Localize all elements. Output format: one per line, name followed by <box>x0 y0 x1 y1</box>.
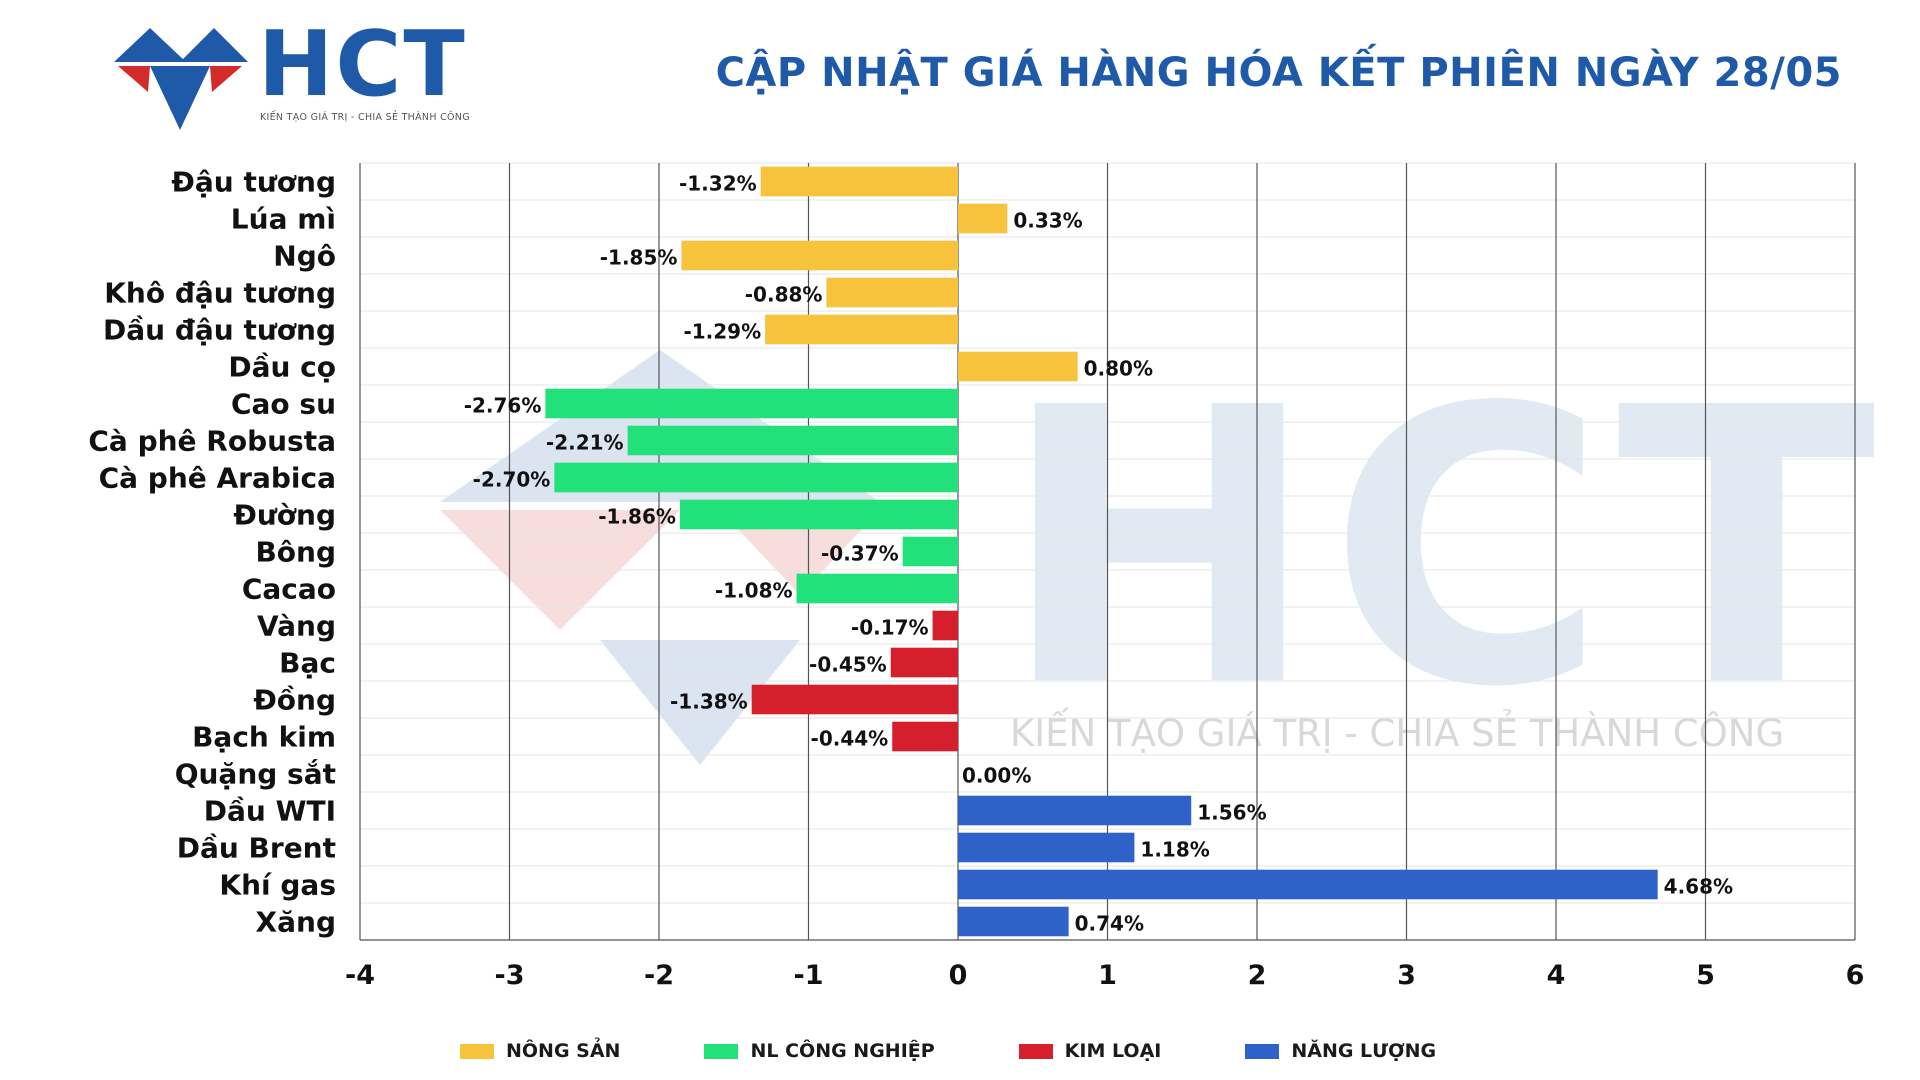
x-tick-label: -2 <box>644 960 674 991</box>
category-label: Dầu cọ <box>228 351 336 384</box>
value-label: -1.85% <box>600 246 678 270</box>
category-label: Xăng <box>256 906 336 939</box>
category-label: Đường <box>233 499 336 532</box>
legend: NÔNG SẢN NL CÔNG NGHIỆP KIM LOẠI NĂNG LƯ… <box>460 1040 1436 1062</box>
legend-swatch-nong-san <box>460 1043 494 1059</box>
diamond-logo-icon <box>114 28 248 130</box>
category-label: Dầu đậu tương <box>103 314 336 347</box>
legend-swatch-kim-loai <box>1018 1043 1053 1059</box>
category-label: Bông <box>255 536 336 569</box>
bar <box>760 166 958 197</box>
x-tick-label: 3 <box>1397 960 1416 991</box>
value-label: -1.29% <box>683 320 761 344</box>
category-label: Cacao <box>242 573 336 606</box>
watermark-text: HCT <box>1000 327 1886 770</box>
bar <box>958 832 1135 863</box>
category-label: Khí gas <box>219 869 336 902</box>
category-label: Khô đậu tương <box>104 277 336 310</box>
category-label: Bạc <box>279 647 336 680</box>
x-tick-label: -1 <box>794 960 824 991</box>
bar <box>545 388 958 419</box>
bar <box>554 462 958 493</box>
value-label: -0.17% <box>851 616 929 640</box>
bar <box>681 240 958 271</box>
x-tick-label: -4 <box>345 960 375 991</box>
x-tick-label: 6 <box>1846 960 1865 991</box>
category-label: Cà phê Arabica <box>99 462 336 495</box>
bar <box>932 610 958 641</box>
bar <box>890 647 958 678</box>
legend-swatch-nang-luong <box>1245 1043 1280 1059</box>
bar <box>826 277 958 308</box>
logo <box>110 22 490 132</box>
bar <box>796 573 958 604</box>
bar <box>958 351 1078 382</box>
legend-label: NL CÔNG NGHIỆP <box>750 1040 935 1062</box>
x-tick-label: 1 <box>1098 960 1117 991</box>
category-label: Bạch kim <box>192 721 336 754</box>
grid <box>359 162 1856 941</box>
legend-swatch-nl-cong-nghiep <box>704 1043 739 1059</box>
value-label: -2.70% <box>473 468 551 492</box>
value-label: -1.08% <box>715 579 793 603</box>
bar <box>958 906 1069 937</box>
category-label: Vàng <box>257 610 336 643</box>
bar <box>751 684 958 715</box>
watermark-tagline: KIẾN TẠO GIÁ TRỊ - CHIA SẺ THÀNH CÔNG <box>1010 707 1784 755</box>
x-tick-label: 4 <box>1547 960 1566 991</box>
legend-label: NĂNG LƯỢNG <box>1291 1040 1437 1062</box>
bar <box>765 314 958 345</box>
x-tick-label: 2 <box>1248 960 1267 991</box>
category-label: Dầu Brent <box>177 832 336 865</box>
x-tick-label: 0 <box>949 960 968 991</box>
x-axis-ticks: -4 -3 -2 -1 0 1 2 3 4 5 6 <box>345 960 1864 991</box>
value-label: -1.86% <box>598 505 676 529</box>
bar <box>958 869 1658 900</box>
category-label: Đồng <box>253 684 336 717</box>
value-label: 1.56% <box>1197 801 1266 825</box>
legend-item-nl-cong-nghiep: NL CÔNG NGHIỆP <box>704 1040 935 1062</box>
value-label: -1.32% <box>679 172 757 196</box>
value-label: 0.80% <box>1084 357 1153 381</box>
bar <box>958 795 1192 826</box>
legend-label: NÔNG SẢN <box>506 1040 621 1062</box>
legend-item-nong-san: NÔNG SẢN <box>460 1040 620 1062</box>
category-label: Cà phê Robusta <box>88 425 336 458</box>
value-label: -1.38% <box>670 690 748 714</box>
category-label: Quặng sắt <box>175 758 336 791</box>
value-label: 0.00% <box>962 764 1031 788</box>
legend-label: KIM LOẠI <box>1064 1040 1162 1062</box>
value-label: -2.21% <box>546 431 624 455</box>
bar <box>902 536 958 567</box>
category-label: Đậu tương <box>171 166 336 199</box>
value-label: 0.74% <box>1075 912 1144 936</box>
bar <box>958 203 1008 234</box>
logo-tagline: KIẾN TẠO GIÁ TRỊ - CHIA SẺ THÀNH CÔNG <box>260 112 470 123</box>
value-label: 1.18% <box>1140 838 1209 862</box>
bar <box>679 499 958 530</box>
x-tick-label: 5 <box>1696 960 1715 991</box>
bars <box>545 166 1658 937</box>
logo-text: HCT <box>258 12 467 117</box>
legend-item-nang-luong: NĂNG LƯỢNG <box>1245 1040 1436 1062</box>
bar <box>627 425 958 456</box>
category-label: Ngô <box>273 240 336 273</box>
x-tick-label: -3 <box>495 960 525 991</box>
legend-item-kim-loai: KIM LOẠI <box>1018 1040 1162 1062</box>
bar <box>892 721 958 752</box>
value-label: -0.88% <box>745 283 823 307</box>
value-label: -0.45% <box>809 653 887 677</box>
category-label: Dầu WTI <box>204 795 336 828</box>
category-labels: Đậu tương Lúa mì Ngô Khô đậu tương Dầu đậu t… <box>88 166 336 939</box>
value-label: -0.37% <box>821 542 899 566</box>
chart-title: CẬP NHẬT GIÁ HÀNG HÓA KẾT PHIÊN NGÀY 28/… <box>715 50 1842 96</box>
value-label: 4.68% <box>1664 875 1733 899</box>
value-label: -0.44% <box>811 727 889 751</box>
category-label: Lúa mì <box>231 203 336 236</box>
value-labels: -1.32% 0.33% -1.85% -0.88% -1.29% 0.80% -2.76%… <box>464 172 1733 936</box>
value-label: 0.33% <box>1013 209 1082 233</box>
value-label: -2.76% <box>464 394 542 418</box>
category-label: Cao su <box>231 388 336 421</box>
